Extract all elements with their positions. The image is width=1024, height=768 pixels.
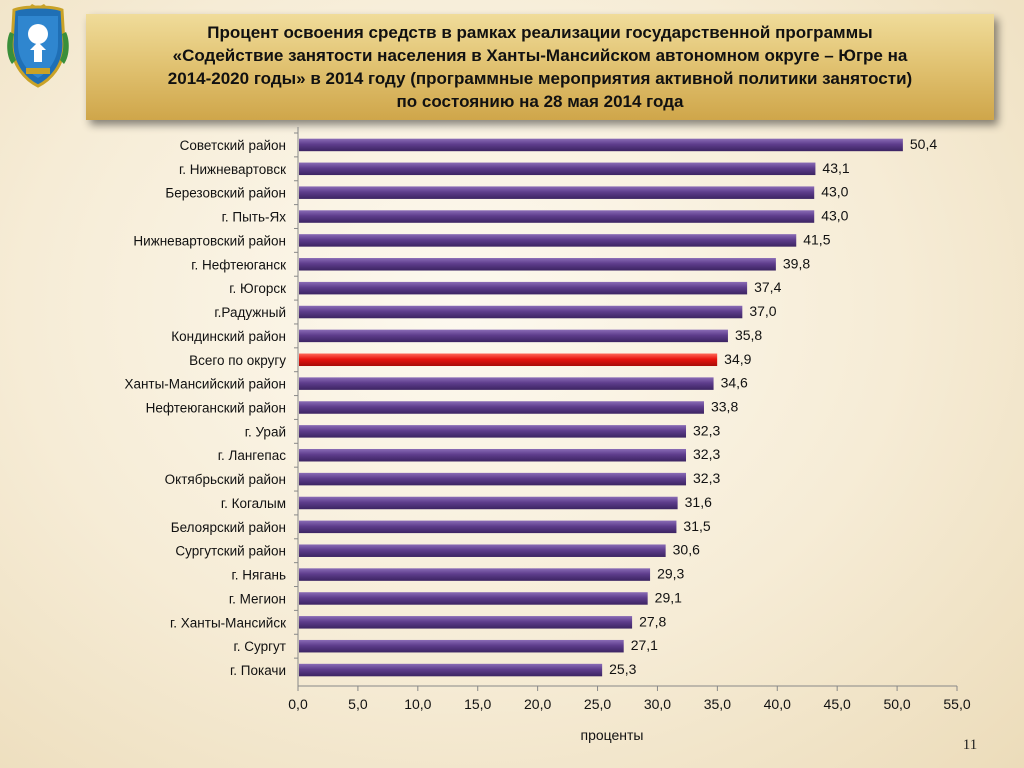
value-label: 27,1 bbox=[631, 637, 658, 653]
bar bbox=[299, 186, 815, 199]
bar bbox=[299, 448, 687, 462]
value-label: 34,9 bbox=[724, 351, 751, 367]
value-label: 43,0 bbox=[821, 184, 848, 200]
value-label: 33,8 bbox=[711, 399, 738, 415]
value-label: 27,8 bbox=[639, 613, 666, 629]
value-label: 32,3 bbox=[693, 446, 720, 462]
category-label: г. Нефтеюганск bbox=[191, 257, 286, 272]
value-label: 31,6 bbox=[685, 494, 712, 510]
category-label: Сургутский район bbox=[175, 544, 286, 559]
x-tick-label: 50,0 bbox=[883, 696, 910, 712]
x-tick-label: 15,0 bbox=[464, 696, 491, 712]
value-label: 29,3 bbox=[657, 566, 684, 582]
category-label: Ханты-Мансийский район bbox=[124, 377, 286, 392]
category-label: г. Нижневартовск bbox=[179, 162, 286, 177]
category-label: г. Нягань bbox=[232, 568, 286, 583]
category-label: Березовский район bbox=[165, 186, 286, 201]
value-label: 37,0 bbox=[749, 303, 776, 319]
category-label: г. Покачи bbox=[230, 663, 286, 678]
category-label: Нефтеюганский район bbox=[146, 401, 286, 416]
category-label: Октябрьский район bbox=[165, 472, 286, 487]
category-label: Советский район bbox=[180, 138, 286, 153]
bar bbox=[299, 138, 903, 152]
category-label: Кондинский район bbox=[171, 329, 286, 344]
x-tick-label: 55,0 bbox=[943, 696, 970, 712]
x-tick-label: 30,0 bbox=[644, 696, 671, 712]
bar bbox=[299, 234, 797, 247]
category-label: Белоярский район bbox=[171, 520, 286, 535]
bar bbox=[299, 592, 648, 605]
value-label: 31,5 bbox=[683, 518, 710, 534]
bar bbox=[299, 401, 704, 414]
category-label: Нижневартовский район bbox=[133, 233, 286, 248]
bar bbox=[299, 329, 728, 343]
x-tick-label: 0,0 bbox=[288, 696, 308, 712]
value-label: 50,4 bbox=[910, 136, 937, 152]
bar-highlight bbox=[299, 353, 718, 367]
bar bbox=[299, 472, 687, 486]
bar bbox=[299, 544, 666, 557]
x-tick-label: 25,0 bbox=[584, 696, 611, 712]
value-label: 35,8 bbox=[735, 327, 762, 343]
category-label: г. Ханты-Мансийск bbox=[170, 615, 286, 630]
bar bbox=[299, 377, 714, 390]
bar bbox=[299, 258, 776, 271]
title-banner: Процент освоения средств в рамках реализ… bbox=[86, 14, 994, 120]
bar bbox=[299, 210, 815, 223]
bar bbox=[299, 496, 678, 510]
category-label: г. Лангепас bbox=[218, 448, 287, 463]
bar bbox=[299, 568, 651, 581]
category-label: г. Мегион bbox=[229, 591, 286, 606]
bar bbox=[299, 281, 748, 295]
bar bbox=[299, 162, 816, 176]
category-label: г. Пыть-Ях bbox=[222, 210, 287, 225]
value-label: 30,6 bbox=[673, 542, 700, 558]
category-label: г. Сургут bbox=[234, 639, 287, 654]
page-number: 11 bbox=[962, 737, 978, 753]
category-label: г. Югорск bbox=[229, 281, 286, 296]
coat-of-arms-emblem bbox=[4, 4, 72, 88]
value-label: 34,6 bbox=[721, 375, 748, 391]
x-tick-label: 40,0 bbox=[764, 696, 791, 712]
value-label: 37,4 bbox=[754, 279, 781, 295]
category-label: г. Урай bbox=[245, 424, 286, 439]
value-label: 32,3 bbox=[693, 470, 720, 486]
bar bbox=[299, 616, 633, 629]
category-label: Всего по округу bbox=[189, 353, 286, 368]
bar bbox=[299, 520, 677, 534]
bar bbox=[299, 305, 743, 319]
x-tick-label: 5,0 bbox=[348, 696, 368, 712]
value-label: 25,3 bbox=[609, 661, 636, 677]
x-tick-label: 20,0 bbox=[524, 696, 551, 712]
x-tick-label: 10,0 bbox=[404, 696, 431, 712]
value-label: 41,5 bbox=[803, 231, 830, 247]
bar bbox=[299, 663, 603, 677]
value-label: 43,0 bbox=[821, 208, 848, 224]
slide-title: Процент освоения средств в рамках реализ… bbox=[167, 23, 913, 111]
value-label: 39,8 bbox=[783, 255, 810, 271]
x-axis-title: проценты bbox=[580, 727, 643, 743]
category-label: г. Когалым bbox=[221, 496, 286, 511]
value-label: 29,1 bbox=[655, 589, 682, 605]
x-tick-label: 35,0 bbox=[704, 696, 731, 712]
bar bbox=[299, 639, 624, 653]
x-tick-label: 45,0 bbox=[824, 696, 851, 712]
value-label: 32,3 bbox=[693, 422, 720, 438]
value-label: 43,1 bbox=[822, 160, 849, 176]
bar bbox=[299, 425, 687, 438]
category-label: г.Радужный bbox=[214, 305, 286, 320]
